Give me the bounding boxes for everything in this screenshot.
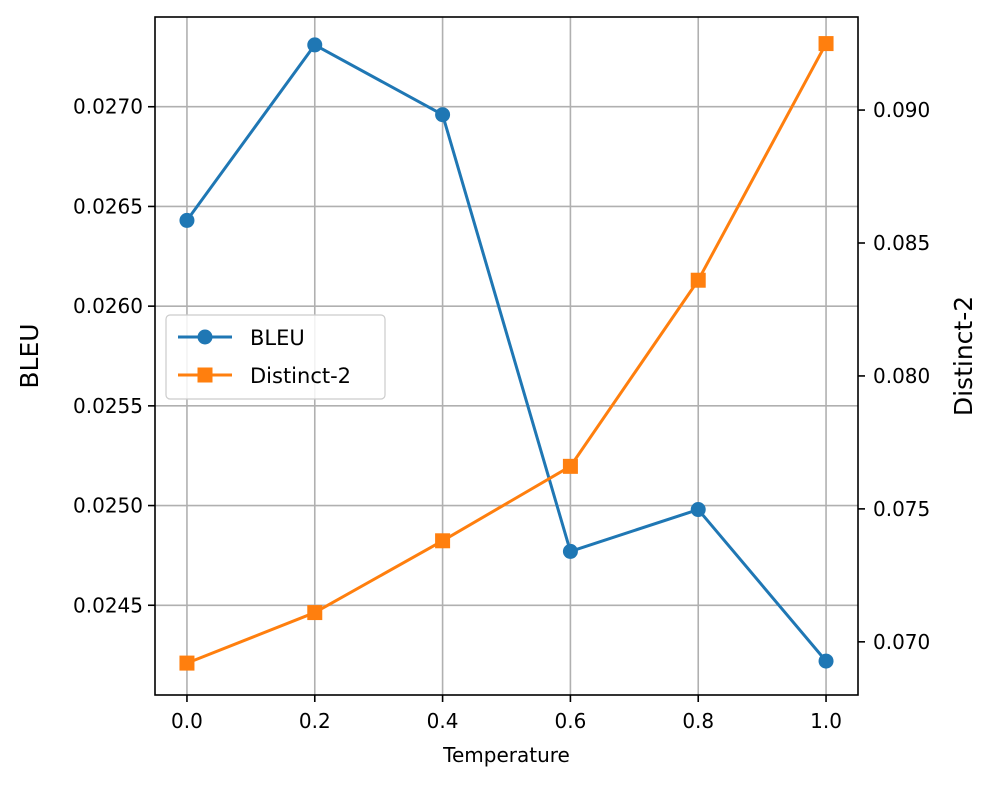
legend-entry-distinct-2: Distinct-2 — [178, 364, 351, 388]
legend-swatch-marker — [197, 367, 213, 383]
bleu-point — [562, 543, 578, 559]
legend: BLEU Distinct-2 — [165, 314, 386, 400]
plot-frame — [154, 16, 859, 696]
left-axis-ticks: 0.0245 0.0250 0.0255 0.0260 0.0265 0.0270 — [73, 95, 155, 617]
bleu-point — [818, 653, 834, 669]
legend-swatch-marker — [197, 329, 213, 345]
distinct-2-point — [179, 655, 195, 671]
distinct-2-point — [818, 36, 834, 52]
left-axis-title: BLEU — [15, 323, 44, 388]
right-axis-ticks: 0.070 0.075 0.080 0.085 0.090 — [858, 98, 930, 654]
x-tick-label: 0.4 — [427, 709, 459, 733]
bleu-line — [185, 43, 828, 663]
x-axis-ticks: 0.0 0.2 0.4 0.6 0.8 1.0 — [171, 695, 842, 733]
x-tick-label: 0.2 — [299, 709, 331, 733]
x-tick-label: 0.6 — [555, 709, 587, 733]
distinct-2-series — [179, 36, 834, 671]
legend-label: BLEU — [250, 326, 305, 350]
right-tick-label: 0.070 — [873, 630, 930, 654]
legend-label: Distinct-2 — [250, 364, 351, 388]
x-tick-label: 0.0 — [171, 709, 203, 733]
series-layer — [179, 36, 834, 671]
distinct-2-point — [435, 533, 451, 549]
x-axis-title: Temperature — [442, 743, 570, 767]
x-tick-label: 0.8 — [682, 709, 714, 733]
bleu-point — [179, 212, 195, 228]
bleu-point — [307, 37, 323, 53]
distinct-2-point — [562, 458, 578, 474]
right-tick-label: 0.085 — [873, 231, 930, 255]
bleu-point — [435, 107, 451, 123]
left-tick-label: 0.0245 — [73, 593, 143, 617]
left-tick-label: 0.0270 — [73, 95, 143, 119]
left-tick-label: 0.0250 — [73, 494, 143, 518]
right-axis-title: Distinct-2 — [949, 296, 978, 416]
distinct-2-point — [307, 605, 323, 621]
distinct-2-point — [690, 272, 706, 288]
grid — [155, 17, 858, 695]
bleu-series — [179, 37, 834, 669]
right-tick-label: 0.080 — [873, 364, 930, 388]
right-tick-label: 0.090 — [873, 98, 930, 122]
legend-entry-bleu: BLEU — [178, 326, 305, 350]
left-tick-label: 0.0260 — [73, 294, 143, 318]
x-tick-label: 1.0 — [810, 709, 842, 733]
left-tick-label: 0.0255 — [73, 394, 143, 418]
left-tick-label: 0.0265 — [73, 194, 143, 218]
bleu-point — [690, 502, 706, 518]
right-tick-label: 0.075 — [873, 497, 930, 521]
distinct-2-line — [186, 42, 828, 665]
